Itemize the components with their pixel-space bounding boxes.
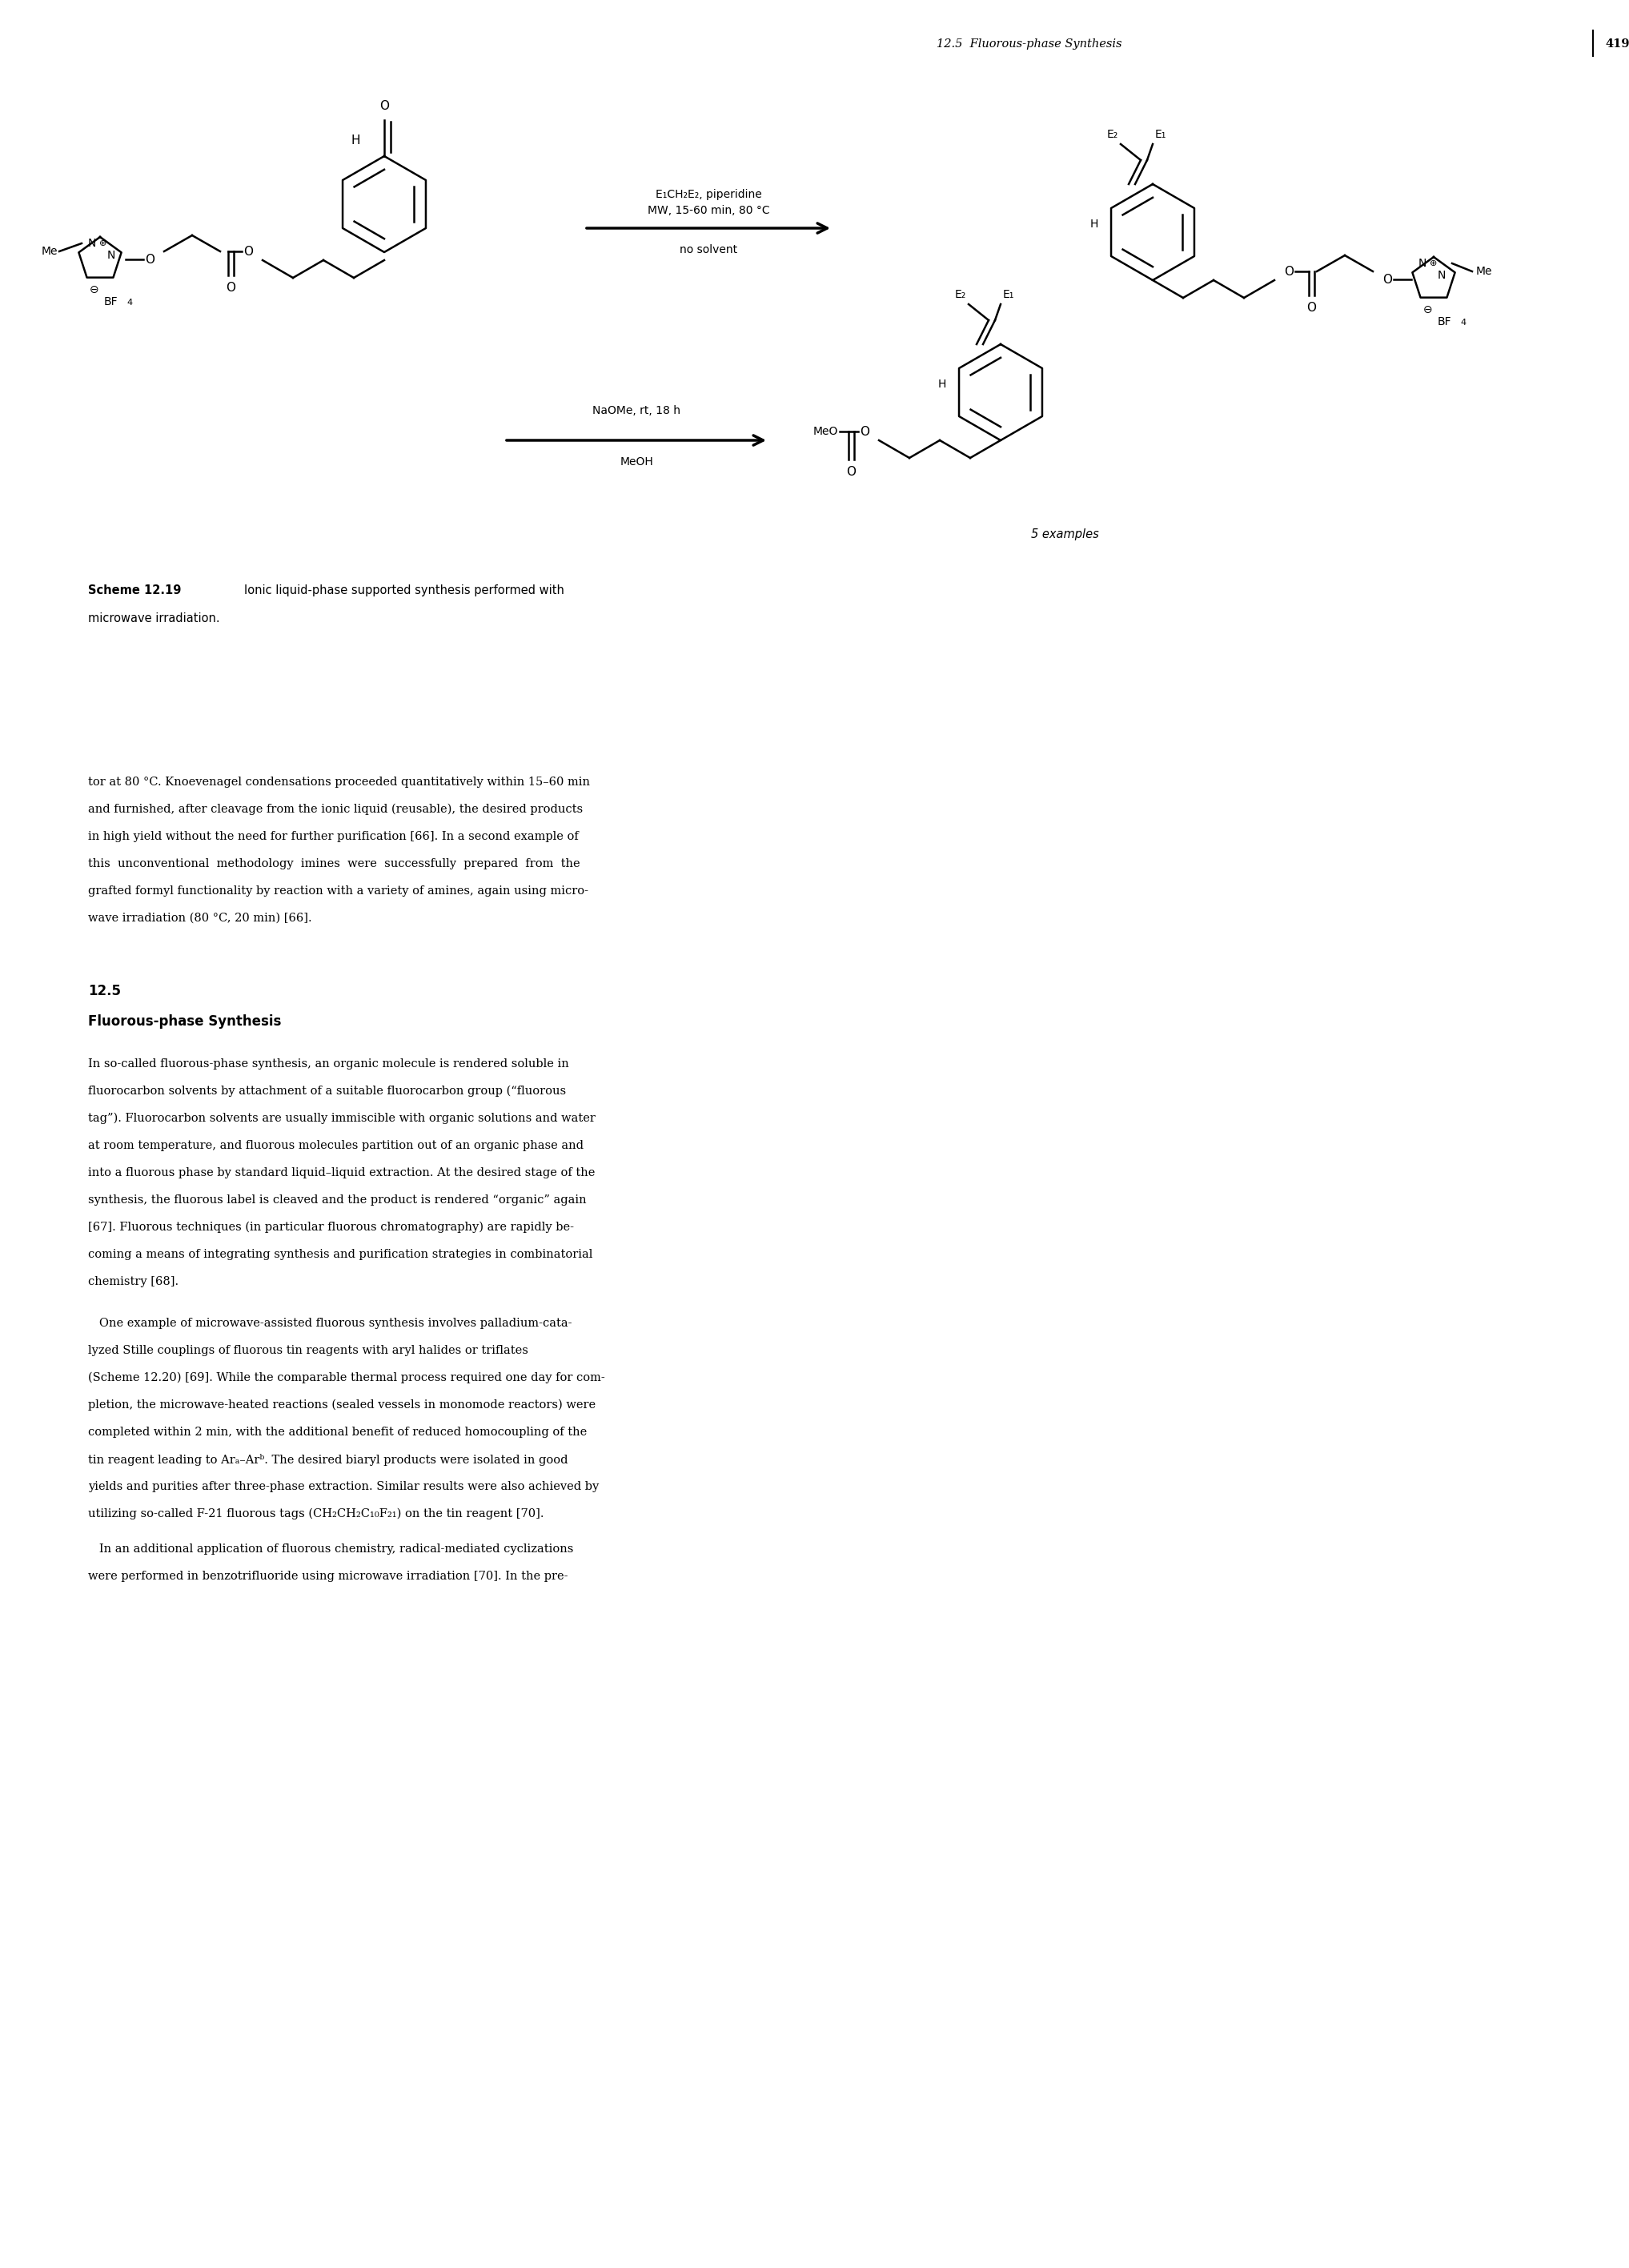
Text: H: H bbox=[1090, 218, 1098, 229]
Text: wave irradiation (80 °C, 20 min) [66].: wave irradiation (80 °C, 20 min) [66]. bbox=[88, 912, 311, 923]
Text: O: O bbox=[243, 245, 252, 256]
Text: O: O bbox=[145, 254, 155, 265]
Text: 5 examples: 5 examples bbox=[1031, 528, 1098, 540]
Text: 12.5  Fluorous-phase Synthesis: 12.5 Fluorous-phase Synthesis bbox=[937, 39, 1122, 50]
Text: Me: Me bbox=[1476, 265, 1492, 277]
Text: H: H bbox=[938, 379, 946, 390]
Text: In so-called fluorous-phase synthesis, an organic molecule is rendered soluble i: In so-called fluorous-phase synthesis, a… bbox=[88, 1059, 569, 1070]
Text: lyzed Stille couplings of fluorous tin reagents with aryl halides or triflates: lyzed Stille couplings of fluorous tin r… bbox=[88, 1345, 528, 1356]
Text: pletion, the microwave-heated reactions (sealed vessels in monomode reactors) we: pletion, the microwave-heated reactions … bbox=[88, 1399, 596, 1411]
Text: 4: 4 bbox=[1460, 318, 1466, 327]
Text: ⊖: ⊖ bbox=[1424, 304, 1434, 315]
Text: MeOH: MeOH bbox=[619, 456, 653, 467]
Text: E₂: E₂ bbox=[1106, 129, 1117, 141]
Text: O: O bbox=[860, 426, 870, 438]
Text: 4: 4 bbox=[127, 299, 132, 306]
Text: O: O bbox=[1306, 302, 1316, 313]
Text: synthesis, the fluorous label is cleaved and the product is rendered “organic” a: synthesis, the fluorous label is cleaved… bbox=[88, 1195, 586, 1207]
Text: MW, 15-60 min, 80 °C: MW, 15-60 min, 80 °C bbox=[647, 204, 769, 215]
Text: ⊕: ⊕ bbox=[99, 240, 108, 247]
Text: N: N bbox=[1419, 259, 1427, 270]
Text: 419: 419 bbox=[1605, 39, 1629, 50]
Text: tag”). Fluorocarbon solvents are usually immiscible with organic solutions and w: tag”). Fluorocarbon solvents are usually… bbox=[88, 1114, 596, 1125]
Text: N: N bbox=[108, 249, 116, 261]
Text: [67]. Fluorous techniques (in particular fluorous chromatography) are rapidly be: [67]. Fluorous techniques (in particular… bbox=[88, 1222, 573, 1234]
Text: no solvent: no solvent bbox=[679, 245, 738, 256]
Text: H: H bbox=[350, 134, 360, 145]
Text: One example of microwave-assisted fluorous synthesis involves palladium-cata-: One example of microwave-assisted fluoro… bbox=[88, 1318, 572, 1329]
Text: coming a means of integrating synthesis and purification strategies in combinato: coming a means of integrating synthesis … bbox=[88, 1250, 593, 1261]
Text: fluorocarbon solvents by attachment of a suitable fluorocarbon group (“fluorous: fluorocarbon solvents by attachment of a… bbox=[88, 1086, 565, 1098]
Text: Me: Me bbox=[41, 245, 57, 256]
Text: and furnished, after cleavage from the ionic liquid (reusable), the desired prod: and furnished, after cleavage from the i… bbox=[88, 803, 583, 814]
Text: (Scheme 12.20) [69]. While the comparable thermal process required one day for c: (Scheme 12.20) [69]. While the comparabl… bbox=[88, 1372, 604, 1383]
Text: into a fluorous phase by standard liquid–liquid extraction. At the desired stage: into a fluorous phase by standard liquid… bbox=[88, 1168, 595, 1179]
Text: N: N bbox=[1437, 270, 1447, 281]
Text: In an additional application of fluorous chemistry, radical-mediated cyclization: In an additional application of fluorous… bbox=[88, 1545, 573, 1554]
Text: ⊖: ⊖ bbox=[90, 284, 99, 295]
Text: chemistry [68].: chemistry [68]. bbox=[88, 1277, 179, 1288]
Text: utilizing so-called F-21 fluorous tags (CH₂CH₂C₁₀F₂₁) on the tin reagent [70].: utilizing so-called F-21 fluorous tags (… bbox=[88, 1508, 544, 1520]
Text: O: O bbox=[1383, 274, 1393, 286]
Text: NaOMe, rt, 18 h: NaOMe, rt, 18 h bbox=[593, 406, 681, 417]
Text: yields and purities after three-phase extraction. Similar results were also achi: yields and purities after three-phase ex… bbox=[88, 1481, 599, 1492]
Text: O: O bbox=[380, 100, 389, 111]
Text: O: O bbox=[845, 465, 855, 479]
Text: O: O bbox=[226, 281, 235, 295]
Text: BF: BF bbox=[104, 297, 119, 308]
Text: E₁: E₁ bbox=[1155, 129, 1166, 141]
Text: at room temperature, and fluorous molecules partition out of an organic phase an: at room temperature, and fluorous molecu… bbox=[88, 1141, 583, 1152]
Text: grafted formyl functionality by reaction with a variety of amines, again using m: grafted formyl functionality by reaction… bbox=[88, 885, 588, 896]
Text: E₂: E₂ bbox=[955, 288, 966, 299]
Text: N: N bbox=[88, 238, 96, 249]
Text: O: O bbox=[1284, 265, 1293, 277]
Text: in high yield without the need for further purification [66]. In a second exampl: in high yield without the need for furth… bbox=[88, 830, 578, 841]
Text: this  unconventional  methodology  imines  were  successfully  prepared  from  t: this unconventional methodology imines w… bbox=[88, 857, 580, 869]
Text: 12.5: 12.5 bbox=[88, 984, 121, 998]
Text: Scheme 12.19: Scheme 12.19 bbox=[88, 585, 181, 596]
Text: were performed in benzotrifluoride using microwave irradiation [70]. In the pre-: were performed in benzotrifluoride using… bbox=[88, 1572, 569, 1581]
Text: Fluorous-phase Synthesis: Fluorous-phase Synthesis bbox=[88, 1014, 282, 1030]
Text: BF: BF bbox=[1438, 315, 1451, 327]
Text: E₁CH₂E₂, piperidine: E₁CH₂E₂, piperidine bbox=[655, 188, 762, 200]
Text: tin reagent leading to Arₐ–Arᵇ. The desired biaryl products were isolated in goo: tin reagent leading to Arₐ–Arᵇ. The desi… bbox=[88, 1454, 569, 1465]
Text: ⊕: ⊕ bbox=[1430, 259, 1437, 268]
Text: MeO: MeO bbox=[813, 426, 837, 438]
Text: tor at 80 °C. Knoevenagel condensations proceeded quantitatively within 15–60 mi: tor at 80 °C. Knoevenagel condensations … bbox=[88, 776, 590, 787]
Text: E₁: E₁ bbox=[1003, 288, 1015, 299]
Text: Ionic liquid-phase supported synthesis performed with: Ionic liquid-phase supported synthesis p… bbox=[244, 585, 564, 596]
Text: completed within 2 min, with the additional benefit of reduced homocoupling of t: completed within 2 min, with the additio… bbox=[88, 1427, 586, 1438]
Text: microwave irradiation.: microwave irradiation. bbox=[88, 612, 220, 624]
